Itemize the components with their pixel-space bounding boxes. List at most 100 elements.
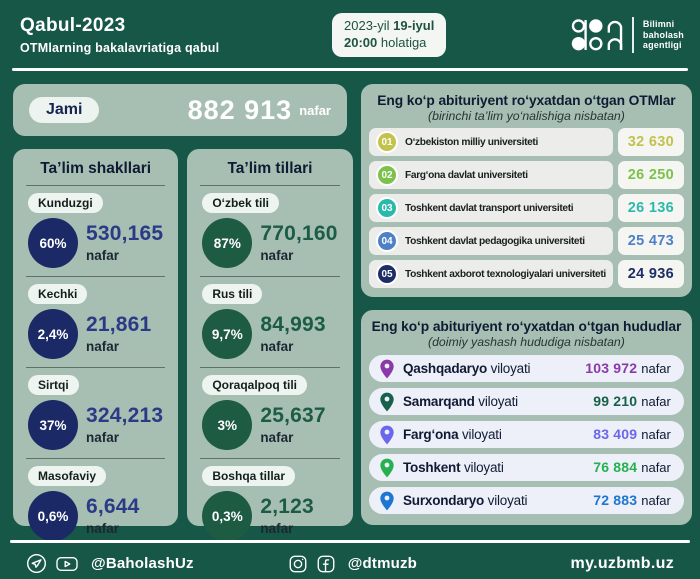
region-unit: nafar: [641, 426, 671, 442]
stat-item-boshqa-tillar: Boshqa tillar 0,3% 2,123 nafar: [200, 458, 340, 549]
university-name: Toshkent davlat pedagogika universiteti: [405, 235, 585, 247]
agency-logo: Bilimni baholash agentligi: [571, 16, 684, 54]
map-pin-icon: [379, 359, 395, 379]
percent-circle: 37%: [28, 400, 78, 450]
stat-item-kunduzgi: Kunduzgi 60% 530,165 nafar: [26, 186, 165, 276]
university-name: Toshkent axborot texnologiyalari univers…: [405, 268, 606, 280]
percent-circle: 9,7%: [202, 309, 253, 359]
university-value: 24 936: [617, 260, 684, 288]
education-languages-title: Ta’lim tillari: [200, 157, 340, 186]
right-column: Eng ko‘p abituriyent ro‘yxatdan o‘tgan O…: [361, 84, 692, 526]
youtube-icon: [56, 556, 78, 571]
region-name: Samarqand viloyati: [403, 394, 518, 409]
stat-label-pill: Sirtqi: [28, 375, 79, 395]
university-name: Farg‘ona davlat universiteti: [405, 169, 528, 181]
stat-item-sirtqi: Sirtqi 37% 324,213 nafar: [26, 367, 166, 458]
stat-label-pill: Qoraqalpoq tili: [202, 375, 307, 395]
stat-item-kechki: Kechki 2,4% 21,861 nafar: [26, 276, 166, 367]
page-subtitle: OTMlarning bakalavriatiga qabul: [20, 41, 220, 55]
website-link[interactable]: my.uzbmb.uz: [570, 554, 674, 572]
left-column: Jami 882 913 nafar Ta’lim shakllari Kund…: [13, 84, 353, 541]
region-name: Qashqadaryo viloyati: [403, 361, 531, 376]
stat-value: 21,861: [86, 313, 152, 337]
region-value: 99 210: [593, 392, 638, 409]
education-forms-title: Ta’lim shakllari: [26, 157, 166, 186]
region-value: 103 972: [585, 359, 638, 376]
header-titles: Qabul-2023 OTMlarning bakalavriatiga qab…: [20, 15, 320, 55]
stat-label-pill: Kechki: [28, 284, 88, 304]
rank-badge: 05: [376, 263, 398, 285]
main-content: Jami 882 913 nafar Ta’lim shakllari Kund…: [0, 71, 700, 541]
region-name: Farg‘ona viloyati: [403, 427, 502, 442]
map-pin-icon: [379, 392, 395, 412]
university-row: 03 Toshkent davlat transport universitet…: [369, 194, 684, 222]
stat-label-pill: Masofaviy: [28, 466, 107, 486]
stat-value: 770,160: [260, 222, 338, 246]
header: Qabul-2023 OTMlarning bakalavriatiga qab…: [0, 0, 700, 62]
handle-baholashuz[interactable]: @BaholashUz: [91, 555, 194, 572]
stat-value: 530,165: [86, 222, 164, 246]
stat-unit: nafar: [260, 248, 294, 264]
top-regions-title: Eng ko‘p abituriyent ro‘yxatdan o‘tgan h…: [371, 319, 682, 334]
top-universities-panel: Eng ko‘p abituriyent ro‘yxatdan o‘tgan O…: [361, 84, 692, 297]
date-line-2: 20:00 holatiga: [344, 35, 427, 50]
date-line-1: 2023-yil 19-iyul: [344, 18, 435, 34]
percent-circle: 0,6%: [28, 491, 78, 541]
total-unit: nafar: [299, 102, 331, 118]
instagram-icon: [289, 555, 307, 572]
percent-circle: 2,4%: [28, 309, 78, 359]
stat-value: 84,993: [260, 313, 326, 337]
university-name: O‘zbekiston milliy universiteti: [405, 136, 538, 148]
stat-unit: nafar: [260, 430, 294, 446]
university-value: 26 250: [617, 161, 684, 189]
handle-dtmuzb[interactable]: @dtmuzb: [347, 555, 418, 572]
header-divider: [12, 68, 688, 71]
social-group-dtm: @dtmuzb: [288, 554, 417, 574]
logo-divider: [631, 17, 634, 53]
total-summary-card: Jami 882 913 nafar: [13, 84, 347, 136]
rank-badge: 03: [376, 197, 398, 219]
percent-circle: 3%: [202, 400, 253, 450]
percent-circle: 87%: [202, 218, 253, 268]
region-name: Toshkent viloyati: [403, 460, 504, 475]
stat-unit: nafar: [260, 339, 294, 355]
stat-value: 2,123: [260, 495, 314, 519]
total-value: 882 913: [187, 94, 293, 125]
facebook-icon: [317, 555, 335, 572]
stat-value: 25,637: [260, 404, 326, 428]
page-title: Qabul-2023: [20, 15, 126, 36]
stat-label-pill: Rus tili: [202, 284, 263, 304]
logo-text: Bilimni baholash agentligi: [642, 19, 684, 51]
region-unit: nafar: [641, 492, 671, 508]
total-label-pill: Jami: [29, 97, 100, 123]
rank-badge: 04: [376, 230, 398, 252]
footer: @BaholashUz @dtmuzb my.uzbmb.uz: [0, 543, 700, 574]
rank-badge: 01: [376, 131, 398, 153]
university-name: Toshkent davlat transport universiteti: [405, 202, 574, 214]
university-row: 04 Toshkent davlat pedagogika universite…: [369, 227, 684, 255]
top-universities-subtitle: (birinchi ta’lim yo‘nalishiga nisbatan): [428, 109, 625, 123]
education-languages-panel: Ta’lim tillari O‘zbek tili 87% 770,160 n…: [187, 149, 353, 541]
stat-label-pill: O‘zbek tili: [202, 193, 279, 213]
map-pin-icon: [379, 458, 395, 478]
region-unit: nafar: [641, 459, 671, 475]
telegram-icon: [27, 554, 46, 573]
region-value: 72 883: [593, 491, 638, 508]
region-row: Qashqadaryo viloyati 103 972 nafar: [369, 355, 684, 382]
top-universities-title: Eng ko‘p abituriyent ro‘yxatdan o‘tgan O…: [377, 93, 676, 108]
top-regions-subtitle: (doimiy yashash hududiga nisbatan): [428, 335, 625, 349]
percent-circle: 60%: [28, 218, 78, 268]
region-unit: nafar: [641, 360, 671, 376]
map-pin-icon: [379, 491, 395, 511]
region-row: Surxondaryo viloyati 72 883 nafar: [369, 487, 684, 514]
map-pin-icon: [379, 425, 395, 445]
rank-badge: 02: [376, 164, 398, 186]
stat-label-pill: Boshqa tillar: [202, 466, 295, 486]
stat-unit: nafar: [260, 521, 294, 537]
region-value: 83 409: [593, 425, 638, 442]
stat-label-pill: Kunduzgi: [28, 193, 103, 213]
stat-value: 6,644: [86, 495, 140, 519]
university-value: 32 630: [617, 128, 684, 156]
university-row: 05 Toshkent axborot texnologiyalari univ…: [369, 260, 684, 288]
region-unit: nafar: [641, 393, 671, 409]
